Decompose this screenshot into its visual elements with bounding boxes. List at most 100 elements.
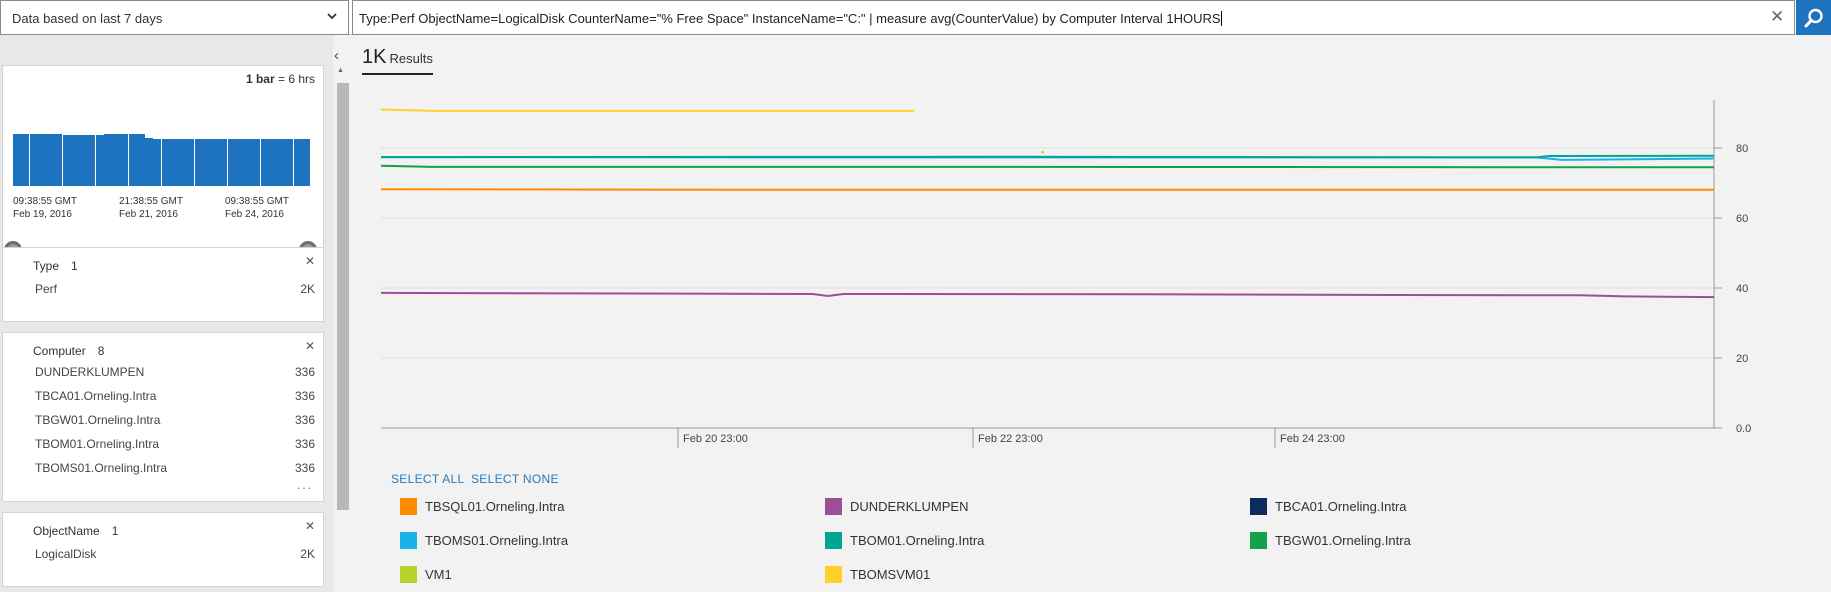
legend-item[interactable]: TBOMS01.Orneling.Intra xyxy=(400,532,568,549)
y-tick-label: 40 xyxy=(1736,283,1748,295)
legend-item[interactable]: VM1 xyxy=(400,566,452,583)
histogram-bar[interactable] xyxy=(13,134,21,186)
legend-label: TBGW01.Orneling.Intra xyxy=(1275,533,1411,548)
line-chart: 0.0 20 40 60 80 Feb 20 23:00 Feb 22 23:00 Feb 2… xyxy=(380,100,1751,448)
facet-header: Type 1 xyxy=(33,259,78,273)
legend-swatch xyxy=(825,498,842,515)
bar-legend: 1 bar = 6 hrs xyxy=(245,72,315,86)
histogram-bar[interactable] xyxy=(29,134,38,186)
close-icon[interactable]: ✕ xyxy=(1770,7,1785,26)
histogram-bar[interactable] xyxy=(186,138,195,186)
histogram-bar[interactable] xyxy=(46,134,54,186)
facet-header: ObjectName 1 xyxy=(33,524,119,538)
legend-label: TBCA01.Orneling.Intra xyxy=(1275,499,1407,514)
select-none-link[interactable]: SELECT NONE xyxy=(471,472,559,486)
histogram-bar[interactable] xyxy=(95,134,104,186)
histogram-bar[interactable] xyxy=(153,138,162,186)
facet-computer: Computer 8 ✕ DUNDERKLUMPEN 336 TBCA01.Orne… xyxy=(2,332,324,502)
histogram-bar[interactable] xyxy=(37,134,46,186)
legend-item[interactable]: TBCA01.Orneling.Intra xyxy=(1250,498,1407,515)
timeline-tick: 09:38:55 GMT Feb 24, 2016 xyxy=(225,196,289,220)
facet-type: Type 1 ✕ Perf 2K xyxy=(2,247,324,322)
histogram-bar[interactable] xyxy=(293,138,302,186)
histogram-bar[interactable] xyxy=(136,134,145,186)
legend-swatch xyxy=(825,566,842,583)
results-count: 1K Results xyxy=(362,46,433,75)
legend-swatch xyxy=(1250,532,1267,549)
legend-swatch xyxy=(400,566,417,583)
legend-swatch xyxy=(400,498,417,515)
histogram-bar[interactable] xyxy=(70,134,79,186)
histogram-bar[interactable] xyxy=(79,134,87,186)
histogram-bar[interactable] xyxy=(277,138,285,186)
search-button[interactable] xyxy=(1796,0,1831,35)
facet-item[interactable]: LogicalDisk 2K xyxy=(35,547,315,561)
histogram-bar[interactable] xyxy=(219,138,228,186)
histogram-bar[interactable] xyxy=(244,138,252,186)
legend-swatch xyxy=(400,532,417,549)
more-items-link[interactable]: ... xyxy=(296,478,313,492)
close-icon[interactable]: ✕ xyxy=(304,254,315,268)
legend-label: TBOMSVM01 xyxy=(850,567,931,582)
legend-item[interactable]: TBSQL01.Orneling.Intra xyxy=(400,498,564,515)
histogram-bar[interactable] xyxy=(145,137,153,186)
histogram-bar[interactable] xyxy=(285,138,294,186)
legend-item[interactable]: TBOMSVM01 xyxy=(825,566,930,583)
histogram-bar[interactable] xyxy=(103,134,112,186)
left-panel-scrollbar[interactable] xyxy=(337,83,349,510)
collapse-panel-icon[interactable]: ‹ xyxy=(334,47,339,64)
legend-item[interactable]: DUNDERKLUMPEN xyxy=(825,498,968,515)
facet-item[interactable]: TBGW01.Orneling.Intra 336 xyxy=(35,413,315,427)
timeline-tick: 21:38:55 GMT Feb 21, 2016 xyxy=(119,196,183,220)
facet-item[interactable]: Perf 2K xyxy=(35,282,315,296)
legend-item[interactable]: TBOM01.Orneling.Intra xyxy=(825,532,984,549)
histogram-bar[interactable] xyxy=(227,138,236,186)
histogram-bar[interactable] xyxy=(120,134,129,186)
histogram-bar[interactable] xyxy=(112,134,120,186)
histogram-bar[interactable] xyxy=(301,138,310,186)
timeline-histogram: 1 bar = 6 hrs 09:38:55 GMT Feb 19, 2016 2… xyxy=(2,65,324,265)
histogram-bar[interactable] xyxy=(202,138,211,186)
histogram-bar[interactable] xyxy=(87,134,96,186)
facet-item[interactable]: TBCA01.Orneling.Intra 336 xyxy=(35,389,315,403)
facet-objectname: ObjectName 1 ✕ LogicalDisk 2K xyxy=(2,512,324,587)
search-icon xyxy=(1804,8,1823,27)
legend-swatch xyxy=(1250,498,1267,515)
x-tick-label: Feb 24 23:00 xyxy=(1280,433,1345,445)
timeline-tick: 09:38:55 GMT Feb 19, 2016 xyxy=(13,196,77,220)
facet-item[interactable]: TBOMS01.Orneling.Intra 336 xyxy=(35,461,315,475)
histogram-bar[interactable] xyxy=(161,138,170,186)
chevron-down-icon xyxy=(326,10,338,25)
search-query-input[interactable]: Type:Perf ObjectName=LogicalDisk Counter… xyxy=(352,0,1795,35)
y-tick-label: 20 xyxy=(1736,353,1748,365)
histogram-bar[interactable] xyxy=(194,138,203,186)
series-line xyxy=(380,108,915,112)
x-tick-label: Feb 22 23:00 xyxy=(978,433,1043,445)
top-toolbar: Data based on last 7 days Type:Perf Obje… xyxy=(0,0,1831,35)
legend-item[interactable]: TBGW01.Orneling.Intra xyxy=(1250,532,1411,549)
histogram-bar[interactable] xyxy=(62,134,71,186)
legend-label: TBOMS01.Orneling.Intra xyxy=(425,533,569,548)
histogram-bar[interactable] xyxy=(54,134,63,186)
facet-item[interactable]: DUNDERKLUMPEN 336 xyxy=(35,365,315,379)
search-query-text: Type:Perf ObjectName=LogicalDisk Counter… xyxy=(359,11,1221,26)
histogram-bar[interactable] xyxy=(268,138,277,186)
legend-label: TBSQL01.Orneling.Intra xyxy=(425,499,565,514)
histogram-bar[interactable] xyxy=(128,134,137,186)
histogram-bar[interactable] xyxy=(252,138,261,186)
close-icon[interactable]: ✕ xyxy=(304,339,315,353)
scroll-up-icon[interactable]: ▲ xyxy=(337,67,344,74)
select-all-link[interactable]: SELECT ALL xyxy=(391,472,465,486)
histogram-bar[interactable] xyxy=(235,138,244,186)
facet-item[interactable]: TBOM01.Orneling.Intra 336 xyxy=(35,437,315,451)
y-tick-label: 80 xyxy=(1736,143,1748,155)
histogram-bar[interactable] xyxy=(211,138,219,186)
y-tick-label: 60 xyxy=(1736,213,1748,225)
histogram-bar[interactable] xyxy=(260,138,269,186)
histogram-bar[interactable] xyxy=(178,138,186,186)
text-cursor xyxy=(1220,11,1222,26)
time-range-dropdown[interactable]: Data based on last 7 days xyxy=(0,0,349,35)
histogram-bar[interactable] xyxy=(21,134,30,186)
histogram-bar[interactable] xyxy=(169,138,178,186)
close-icon[interactable]: ✕ xyxy=(304,519,315,533)
